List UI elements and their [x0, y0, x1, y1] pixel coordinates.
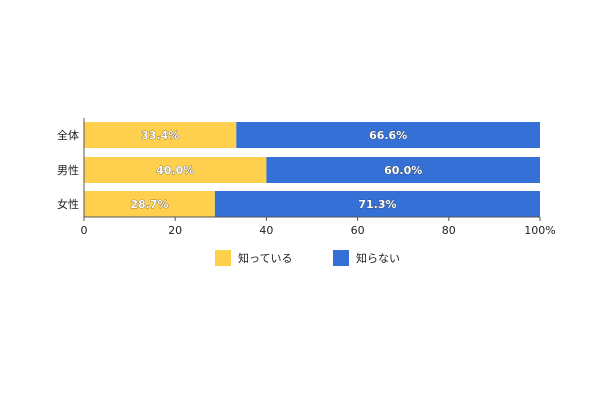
x-tick-label: 0 [81, 224, 88, 237]
x-tick-label: 40 [259, 224, 273, 237]
x-tick-label: 100% [524, 224, 555, 237]
x-tick-label: 80 [442, 224, 456, 237]
legend-swatch [215, 250, 231, 266]
legend-label: 知っている [238, 251, 292, 265]
bar-segment [84, 191, 215, 217]
bar-segment [236, 122, 540, 148]
legend: 知っている 知らない [215, 250, 400, 266]
data-label: 33.4% [141, 129, 179, 142]
bars-layer: 33.4% 66.6% 40.0% 60.0% 28.7% 71.3% [84, 122, 540, 217]
data-label: 66.6% [369, 129, 407, 142]
data-label: 71.3% [358, 198, 396, 211]
bar-segment [84, 122, 237, 148]
data-label: 40.0% [156, 164, 194, 177]
data-label: 28.7% [130, 198, 168, 211]
bar-segment [266, 157, 540, 183]
legend-label: 知らない [356, 251, 400, 265]
category-label: 女性 [57, 197, 79, 211]
category-label: 男性 [57, 163, 79, 177]
x-axis: 0 20 40 60 80 100% [81, 118, 556, 237]
data-label: 60.0% [384, 164, 422, 177]
category-label: 全体 [57, 128, 79, 142]
bar-segment [214, 191, 540, 217]
x-tick-label: 60 [351, 224, 365, 237]
bar-segment [84, 157, 267, 183]
x-tick-label: 20 [168, 224, 182, 237]
legend-swatch [333, 250, 349, 266]
